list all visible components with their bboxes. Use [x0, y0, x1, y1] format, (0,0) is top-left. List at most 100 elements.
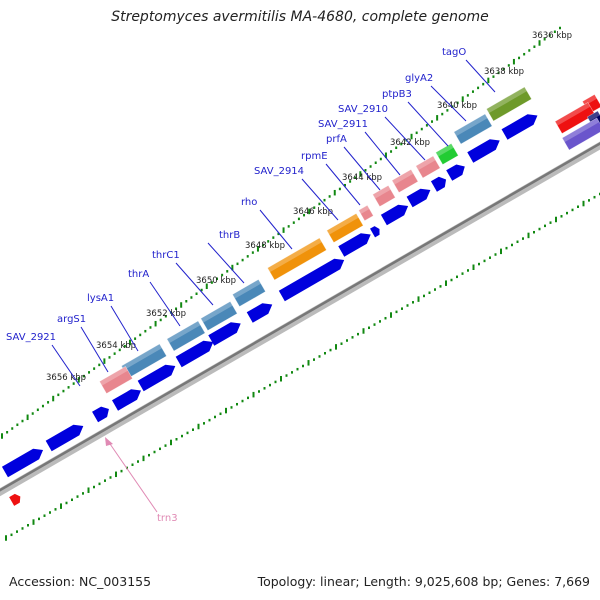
gene-callout: [110, 305, 139, 352]
lower-coordinate-rail: [5, 192, 600, 541]
gene-name: thrB: [219, 230, 240, 241]
gene-name: lysA1: [87, 293, 114, 304]
gene-block-green: [435, 143, 459, 165]
kbp-label: 3648 kbp: [245, 241, 285, 251]
gene-name: SAV_2914: [254, 166, 304, 177]
gene-block-olive: [486, 86, 532, 122]
cds-arrow: [338, 233, 371, 257]
gene-label: tagO: [442, 47, 496, 93]
gene-callout: [51, 344, 81, 387]
gene-label: rho: [241, 197, 293, 250]
gene-callout: [207, 242, 245, 284]
cds-arrow: [137, 364, 176, 392]
gene-callout: [325, 163, 361, 206]
gene-block-salmon: [372, 185, 396, 207]
gene-callout: [175, 262, 214, 306]
gene-name: trn3: [157, 513, 178, 524]
gene-name: glyA2: [405, 73, 433, 84]
gene-block-red: [554, 102, 596, 134]
gene-name: argS1: [57, 314, 86, 325]
gene-callout: [259, 209, 293, 250]
gene-name: prfA: [326, 134, 347, 145]
trna-marker: [105, 437, 113, 446]
backbone-core: [0, 142, 600, 492]
cds-arrow: [370, 226, 380, 238]
backbone: [0, 141, 600, 497]
gene-block-steelblue: [232, 279, 266, 307]
accession-text: Accession: NC_003155: [9, 574, 152, 589]
cds-arrow: [446, 164, 465, 181]
kbp-label: 3640 kbp: [437, 101, 477, 111]
cds-arrow: [406, 188, 431, 208]
gene-block-steelblue: [166, 320, 206, 352]
gene-callout: [465, 59, 496, 93]
gene-callout: [80, 326, 109, 373]
kbp-label: 3644 kbp: [342, 173, 382, 183]
gene-block-red: [9, 493, 21, 506]
gene-label: argS1: [57, 314, 109, 373]
kbp-label: 3642 kbp: [390, 138, 430, 148]
gene-name: SAV_2911: [318, 119, 368, 130]
gene-callout: [364, 131, 401, 176]
cds-arrow: [246, 303, 273, 323]
gene-callout: [301, 178, 339, 221]
gene-label: trn3: [107, 440, 178, 524]
kbp-label: 3636 kbp: [532, 31, 572, 41]
cds-arrow: [430, 176, 447, 192]
gene-callout: [149, 281, 181, 327]
gene-name: thrC1: [152, 250, 180, 261]
gene-block-steelblue: [200, 301, 238, 331]
gene-label: lysA1: [87, 293, 139, 352]
gene-label: glyA2: [405, 73, 467, 122]
gene-callout: [407, 101, 449, 147]
kbp-scale: 3636 kbp 3638 kbp 3640 kbp 3642 kbp 3644 kbp…: [46, 31, 572, 383]
gene-name: rho: [241, 197, 257, 208]
cds-arrow: [112, 389, 141, 411]
gene-label: thrB: [207, 230, 245, 284]
cds-arrow: [501, 114, 538, 140]
gene-name: thrA: [128, 269, 149, 280]
gene-name: rpmE: [301, 151, 328, 162]
gene-callout: [343, 146, 381, 191]
cds-arrow: [278, 258, 345, 302]
gene-callout: [384, 116, 426, 161]
diagram-title: Streptomyces avermitilis MA-4680, comple…: [111, 9, 489, 25]
kbp-label: 3656 kbp: [46, 373, 86, 383]
cds-arrow: [1, 448, 44, 478]
gene-block-steelblue: [453, 113, 493, 145]
kbp-label: 3646 kbp: [293, 207, 333, 217]
gene-label: SAV_2914: [254, 166, 339, 221]
gene-block-salmon: [391, 169, 419, 193]
kbp-label: 3650 kbp: [196, 276, 236, 286]
gene-label: prfA: [326, 134, 381, 191]
gene-label: rpmE: [301, 151, 361, 206]
cds-arrow: [92, 406, 109, 423]
upper-coordinate-rail: [1, 26, 561, 439]
kbp-label: 3654 kbp: [96, 341, 136, 351]
cds-arrow: [380, 204, 409, 226]
gene-block-salmon: [358, 204, 374, 222]
gene-block-salmon: [415, 155, 441, 179]
cds-arrow: [175, 340, 214, 368]
gene-block-salmon: [99, 366, 133, 394]
gene-name: ptpB3: [382, 89, 412, 100]
gene-block-orange: [267, 237, 327, 281]
gene-label: thrC1: [152, 250, 214, 306]
gene-label: ptpB3: [382, 89, 449, 147]
kbp-label: 3652 kbp: [146, 309, 186, 319]
gene-block-purple: [561, 117, 600, 151]
gene-label: SAV_2921: [6, 332, 81, 387]
gene-name: SAV_2910: [338, 104, 388, 115]
genome-summary: Topology: linear; Length: 9,025,608 bp; …: [257, 574, 590, 589]
cds-arrow: [45, 424, 84, 452]
gene-label: SAV_2910: [338, 104, 426, 161]
gene-label: thrA: [128, 269, 181, 327]
gene-name: tagO: [442, 47, 466, 58]
cds-arrow: [208, 322, 241, 346]
gene-callout: [430, 85, 467, 122]
gene-block-orange: [326, 213, 364, 243]
cds-arrow: [467, 139, 500, 163]
gene-callout: [107, 440, 158, 513]
gene-name: SAV_2921: [6, 332, 56, 343]
